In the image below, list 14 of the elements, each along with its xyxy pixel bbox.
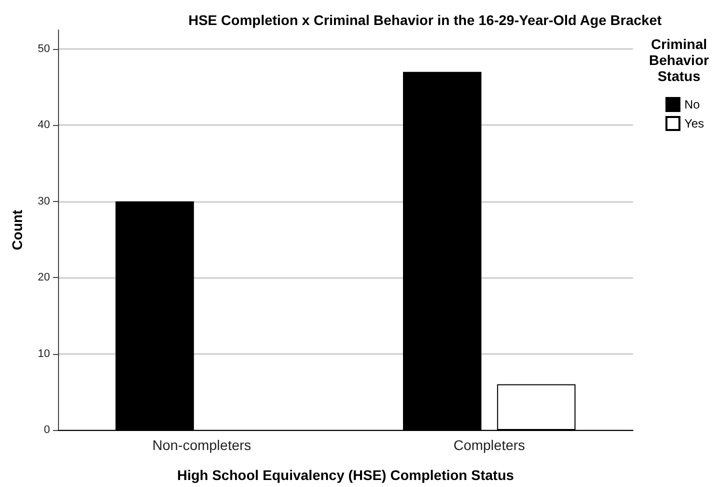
chart-title: HSE Completion x Criminal Behavior in the 16-29-Year-Old Age Bracket xyxy=(188,12,662,28)
x-tick-label: Non-completers xyxy=(152,437,252,453)
y-tick-label: 0 xyxy=(44,424,50,436)
legend-title: Criminal Behavior Status xyxy=(648,36,710,84)
x-axis-title: High School Equivalency (HSE) Completion Status xyxy=(177,467,514,483)
y-tick-label: 30 xyxy=(38,195,50,208)
legend-label: No xyxy=(684,98,700,112)
y-tick-label: 50 xyxy=(38,43,50,56)
x-tick-label: Completers xyxy=(453,437,526,453)
y-tick-label: 20 xyxy=(38,272,50,284)
y-axis-title: Count xyxy=(9,209,25,250)
legend-label: Yes xyxy=(684,116,704,130)
y-tick-label: 40 xyxy=(38,119,50,132)
y-tick-label: 10 xyxy=(38,348,50,360)
